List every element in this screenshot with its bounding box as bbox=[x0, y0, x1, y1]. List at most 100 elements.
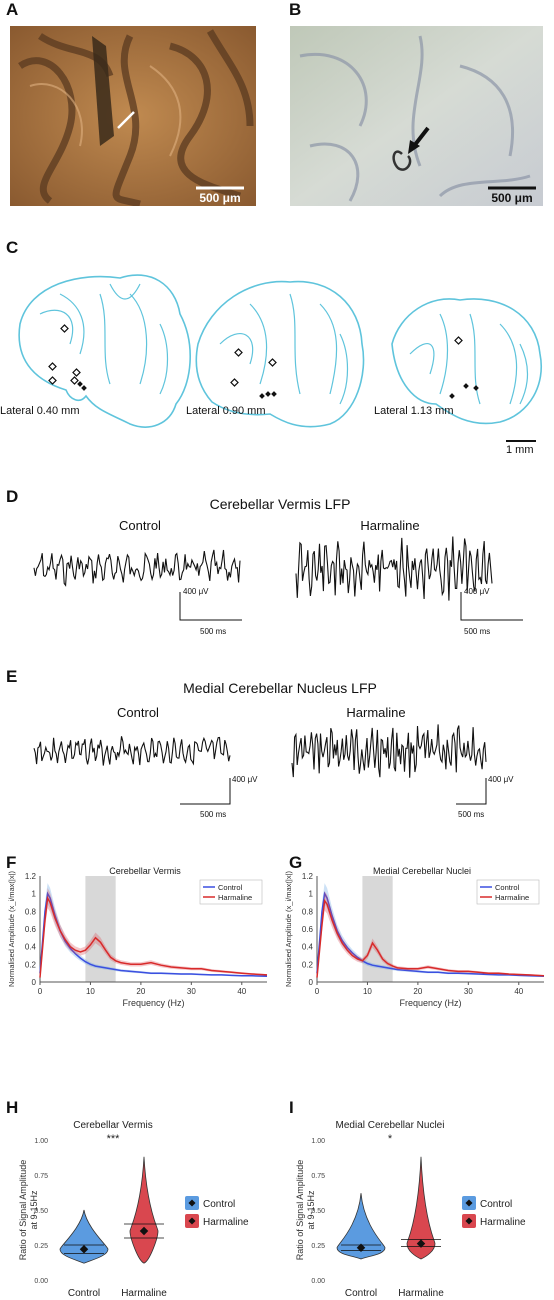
x-tick-label: 10 bbox=[86, 987, 95, 996]
section-scale-label: 1 mm bbox=[506, 444, 534, 456]
spectrum-chart-nuclei: 0 10 20 30 40 0 0.2 0.4 0.6 0.8 1 1.2 Frequency (Hz)… bbox=[284, 866, 545, 1008]
y-tick-label: 0.8 bbox=[25, 907, 37, 916]
panel-label-e: E bbox=[6, 667, 18, 686]
y-tick-label: 0.6 bbox=[302, 925, 314, 934]
y-tick-label: 0.75 bbox=[34, 1173, 48, 1180]
significance-marker: *** bbox=[107, 1133, 121, 1145]
violin-harmaline bbox=[406, 1156, 436, 1260]
x-tick-label: Control bbox=[345, 1288, 377, 1299]
time-bar-e-harmaline: 500 ms bbox=[458, 810, 485, 819]
x-tick-label: 0 bbox=[38, 987, 43, 996]
lfp-traces-e bbox=[33, 724, 487, 805]
lfp-traces-d bbox=[33, 536, 523, 621]
legend-label: Harmaline bbox=[218, 893, 252, 902]
panel-e-control-label: Control bbox=[117, 705, 159, 720]
x-tick-label: 10 bbox=[363, 987, 372, 996]
legend-label: Harmaline bbox=[495, 893, 529, 902]
y-tick-label: 1.00 bbox=[34, 1138, 48, 1145]
spectrum-chart-vermis: 0 10 20 30 40 0 0.2 0.4 0.6 0.8 1 1.2 Frequency (Hz)… bbox=[7, 866, 268, 1008]
x-tick-label: 20 bbox=[413, 987, 422, 996]
y-tick-label: 0.6 bbox=[25, 925, 37, 934]
panel-label-a: A bbox=[6, 0, 19, 19]
y-tick-label: 0 bbox=[32, 978, 37, 987]
y-axis-label-line1: Ratio of Signal Amplitude bbox=[295, 1160, 305, 1261]
amp-bar-d-control: 400 μV bbox=[183, 587, 209, 596]
legend-label: Control bbox=[203, 1199, 235, 1210]
x-tick-label: 40 bbox=[237, 987, 246, 996]
x-axis-label: Frequency (Hz) bbox=[122, 998, 184, 1008]
series-line-g-0 bbox=[316, 891, 545, 978]
scale-bar-e-harmaline bbox=[456, 778, 487, 805]
section-label-2: Lateral 0.90 mm bbox=[186, 405, 266, 417]
time-bar-d-control: 500 ms bbox=[200, 627, 227, 636]
y-tick-label: 1.2 bbox=[25, 872, 37, 881]
y-tick-label: 0.2 bbox=[302, 960, 314, 969]
significance-marker: * bbox=[388, 1133, 393, 1145]
y-tick-label: 1 bbox=[32, 890, 37, 899]
y-tick-label: 0.50 bbox=[311, 1208, 325, 1215]
y-tick-label: 1.2 bbox=[302, 872, 314, 881]
section-label-3: Lateral 1.13 mm bbox=[374, 405, 454, 417]
violin-control bbox=[59, 1209, 109, 1264]
legend-label: Control bbox=[495, 883, 520, 892]
histology-image-a: 500 μm bbox=[10, 26, 256, 206]
amp-bar-d-harmaline: 400 μV bbox=[464, 587, 490, 596]
y-tick-label: 0.8 bbox=[302, 907, 314, 916]
time-bar-d-harmaline: 500 ms bbox=[464, 627, 491, 636]
x-tick-label: 40 bbox=[514, 987, 523, 996]
y-tick-label: 1 bbox=[309, 890, 314, 899]
violin-chart-vermis: Cerebellar Vermis *** 0.00 0.25 0.50 0.75 1.00… bbox=[18, 1120, 249, 1299]
y-tick-label: 0.75 bbox=[311, 1173, 325, 1180]
x-tick-label: Harmaline bbox=[121, 1288, 167, 1299]
y-tick-label: 0.50 bbox=[34, 1208, 48, 1215]
scale-bar-d-harmaline bbox=[460, 592, 523, 621]
y-tick-label: 1.00 bbox=[311, 1138, 325, 1145]
y-tick-label: 0.25 bbox=[34, 1243, 48, 1250]
panel-label-d: D bbox=[6, 487, 19, 506]
x-tick-label: 30 bbox=[464, 987, 473, 996]
amp-bar-e-control: 400 μV bbox=[232, 775, 258, 784]
mean-marker bbox=[79, 1244, 89, 1254]
legend-label: Harmaline bbox=[480, 1217, 526, 1228]
scale-bar-label-b: 500 μm bbox=[491, 191, 532, 205]
panel-e-title: Medial Cerebellar Nucleus LFP bbox=[183, 680, 377, 696]
legend-box bbox=[199, 879, 263, 905]
x-tick-label: Control bbox=[68, 1288, 100, 1299]
panel-label-f: F bbox=[6, 853, 17, 872]
y-axis-label: Normalised Amplitude (x_i/max(|x|) bbox=[284, 870, 293, 987]
y-axis-label: Normalised Amplitude (x_i/max(|x|) bbox=[7, 870, 16, 987]
chart-title: Cerebellar Vermis bbox=[73, 1120, 152, 1131]
panel-label-i: I bbox=[289, 1098, 294, 1117]
x-tick-label: 30 bbox=[187, 987, 196, 996]
chart-title: Cerebellar Vermis bbox=[109, 866, 181, 876]
panel-label-b: B bbox=[289, 0, 302, 19]
y-tick-label: 0.00 bbox=[311, 1278, 325, 1285]
x-tick-label: 0 bbox=[315, 987, 320, 996]
scale-bar-d-control bbox=[179, 592, 242, 621]
panel-e-harmaline-label: Harmaline bbox=[346, 705, 406, 720]
y-axis-label-line1: Ratio of Signal Amplitude bbox=[18, 1160, 28, 1261]
y-tick-label: 0.00 bbox=[34, 1278, 48, 1285]
y-tick-label: 0 bbox=[309, 978, 314, 987]
y-tick-label: 0.2 bbox=[25, 960, 37, 969]
y-tick-label: 0.25 bbox=[311, 1243, 325, 1250]
time-bar-e-control: 500 ms bbox=[200, 810, 227, 819]
panel-label-g: G bbox=[289, 853, 303, 872]
violin-control bbox=[336, 1193, 386, 1260]
section-label-1: Lateral 0.40 mm bbox=[0, 405, 80, 417]
panel-label-c: C bbox=[6, 238, 19, 257]
violin-chart-nuclei: Medial Cerebellar Nuclei * 0.00 0.25 0.50 0.7… bbox=[295, 1120, 526, 1299]
panel-d-control-label: Control bbox=[119, 518, 161, 533]
mean-marker bbox=[356, 1243, 366, 1253]
legend-label: Harmaline bbox=[203, 1217, 249, 1228]
histology-image-b: 500 μm bbox=[290, 26, 543, 206]
legend-label: Control bbox=[218, 883, 243, 892]
legend-label: Control bbox=[480, 1199, 512, 1210]
amp-bar-e-harmaline: 400 μV bbox=[488, 775, 514, 784]
series-line-f-1 bbox=[39, 895, 268, 978]
trace-d-harmaline bbox=[295, 536, 493, 601]
chart-title: Medial Cerebellar Nuclei bbox=[373, 866, 471, 876]
trace-e-harmaline bbox=[291, 724, 487, 778]
series-line-g-1 bbox=[316, 898, 545, 978]
scale-bar-e-control bbox=[180, 778, 231, 805]
